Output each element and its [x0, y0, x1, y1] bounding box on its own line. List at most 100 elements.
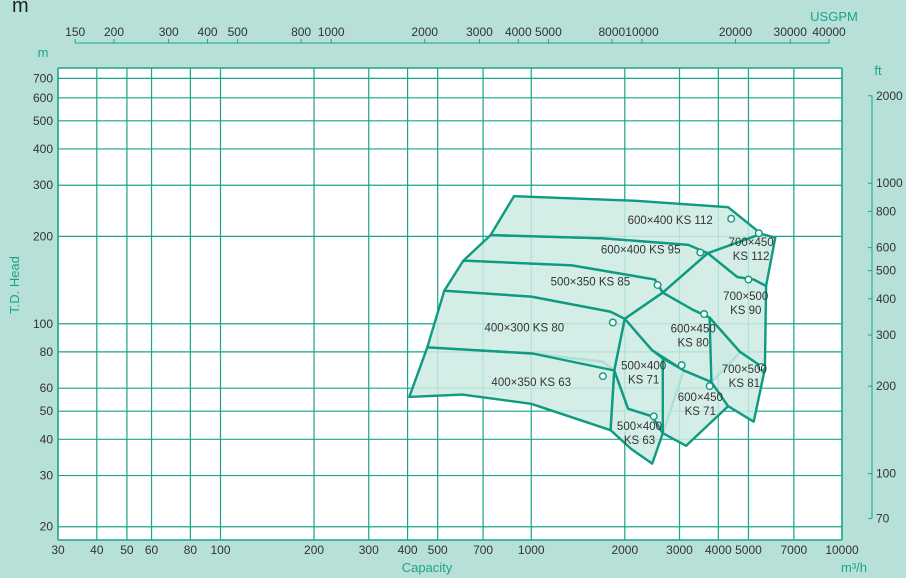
y-tick-label: 100 — [33, 317, 53, 331]
x-axis-title: Capacity — [402, 560, 453, 575]
usgpm-tick-label: 10000 — [625, 25, 659, 39]
zone-label: 700×450 — [729, 237, 774, 249]
best-efficiency-marker — [598, 372, 607, 381]
y-tick-label: 300 — [33, 178, 53, 192]
y-tick-label: 60 — [40, 381, 54, 395]
zone-area — [706, 232, 777, 288]
best-efficiency-marker — [705, 382, 714, 391]
usgpm-tick-label: 3000 — [466, 25, 493, 39]
usgpm-tick-label: 800 — [291, 25, 311, 39]
x-tick-label: 50 — [120, 543, 134, 557]
zone-label: 500×400 — [617, 421, 662, 433]
y-tick-label: 200 — [33, 229, 53, 243]
secondary-x-unit: USGPM — [810, 9, 858, 24]
x-tick-label: 300 — [359, 543, 379, 557]
usgpm-tick-label: 500 — [228, 25, 248, 39]
ft-tick-label: 100 — [876, 467, 896, 481]
x-axis-unit: m³/h — [841, 560, 867, 575]
zone-label: KS 112 — [733, 251, 770, 263]
plot-frame — [57, 67, 843, 541]
usgpm-tick-label: 1000 — [318, 25, 345, 39]
x-tick-label: 2000 — [611, 543, 638, 557]
ft-tick-label: 300 — [876, 328, 896, 342]
x-tick-label: 30 — [51, 543, 65, 557]
x-tick-label: 80 — [184, 543, 198, 557]
zone-label: KS 80 — [678, 338, 709, 350]
usgpm-tick-label: 5000 — [535, 25, 562, 39]
y-tick-label: 600 — [33, 91, 53, 105]
zone-label: KS 81 — [729, 378, 760, 390]
y-tick-label: 50 — [40, 404, 54, 418]
pump-zones: 400×350 KS 63 400×300 KS 80 500×350 KS 85 6… — [408, 194, 777, 465]
best-efficiency-marker — [677, 361, 686, 370]
zone-label: KS 71 — [685, 406, 716, 418]
x-tick-label: 700 — [473, 543, 493, 557]
usgpm-tick-label: 300 — [159, 25, 179, 39]
ft-tick-label: 200 — [876, 379, 896, 393]
zone-label: 600×400 KS 95 — [601, 245, 681, 257]
best-efficiency-marker — [744, 275, 753, 284]
usgpm-tick-label: 200 — [104, 25, 124, 39]
zone-label: 400×350 KS 63 — [491, 377, 571, 389]
ft-axis: 70 100 200 300 400 500 600 800 1000 2000 — [868, 89, 903, 526]
x-tick-label: 40 — [90, 543, 104, 557]
usgpm-tick-label: 8000 — [598, 25, 625, 39]
usgpm-tick-label: 150 — [65, 25, 85, 39]
pump-zone-12 — [706, 232, 777, 288]
corner-text: m — [12, 0, 29, 17]
ft-tick-label: 400 — [876, 292, 896, 306]
ft-tick-label: 1000 — [876, 176, 903, 190]
x-tick-label: 7000 — [781, 543, 808, 557]
best-efficiency-marker — [608, 318, 617, 327]
usgpm-tick-label: 20000 — [719, 25, 753, 39]
zone-label: KS 63 — [624, 435, 655, 447]
zone-label: 600×450 — [671, 324, 716, 336]
x-tick-label: 100 — [210, 543, 230, 557]
best-efficiency-marker — [754, 229, 763, 238]
zone-label: KS 71 — [628, 374, 659, 386]
secondary-y-unit: ft — [874, 63, 882, 78]
ft-tick-label: 600 — [876, 241, 896, 255]
y-tick-label: 80 — [40, 345, 54, 359]
x-tick-label: 10000 — [825, 543, 859, 557]
y-axis-title: T.D. Head — [7, 256, 22, 314]
usgpm-tick-label: 400 — [198, 25, 218, 39]
y-tick-label: 40 — [40, 432, 54, 446]
ft-tick-label: 2000 — [876, 89, 903, 103]
y-tick-label: 20 — [40, 520, 54, 534]
zone-label: 500×350 KS 85 — [551, 276, 631, 288]
ft-tick-label: 500 — [876, 264, 896, 278]
y-tick-label: 30 — [40, 469, 54, 483]
best-efficiency-marker — [757, 362, 766, 371]
y-tick-label: 700 — [33, 71, 53, 85]
y-axis-unit: m — [38, 45, 49, 60]
y-tick-label: 400 — [33, 142, 53, 156]
zone-label: KS 90 — [730, 305, 761, 317]
x-tick-label: 60 — [145, 543, 159, 557]
ft-tick-label: 800 — [876, 204, 896, 218]
x-axis-ticks: 30 40 50 60 80 100 200 300 400 500 700 1000 2000 3000… — [51, 543, 859, 557]
zone-label: 600×400 KS 112 — [628, 215, 713, 227]
usgpm-tick-label: 2000 — [411, 25, 438, 39]
x-tick-label: 4000 — [705, 543, 732, 557]
zone-label: 700×500 — [722, 364, 767, 376]
x-tick-label: 1000 — [518, 543, 545, 557]
best-efficiency-marker — [649, 412, 658, 421]
x-tick-label: 500 — [428, 543, 448, 557]
x-tick-label: 5000 — [735, 543, 762, 557]
x-tick-label: 200 — [304, 543, 324, 557]
y-tick-label: 500 — [33, 114, 53, 128]
x-tick-label: 3000 — [666, 543, 693, 557]
usgpm-axis: 150 200 300 400 500 800 1000 2000 3000 4000 5000 80… — [65, 25, 846, 44]
usgpm-tick-label: 4000 — [505, 25, 532, 39]
x-tick-label: 400 — [398, 543, 418, 557]
zone-label: 600×450 — [678, 392, 723, 404]
best-efficiency-marker — [727, 214, 736, 223]
ft-tick-label: 70 — [876, 512, 890, 526]
zone-label: 400×300 KS 80 — [485, 323, 565, 335]
usgpm-tick-label: 40000 — [812, 25, 846, 39]
usgpm-tick-label: 30000 — [774, 25, 808, 39]
y-axis-ticks: 20 30 40 50 60 80 100 200 300 400 500 600 700 — [33, 71, 53, 533]
best-efficiency-marker — [700, 310, 709, 319]
